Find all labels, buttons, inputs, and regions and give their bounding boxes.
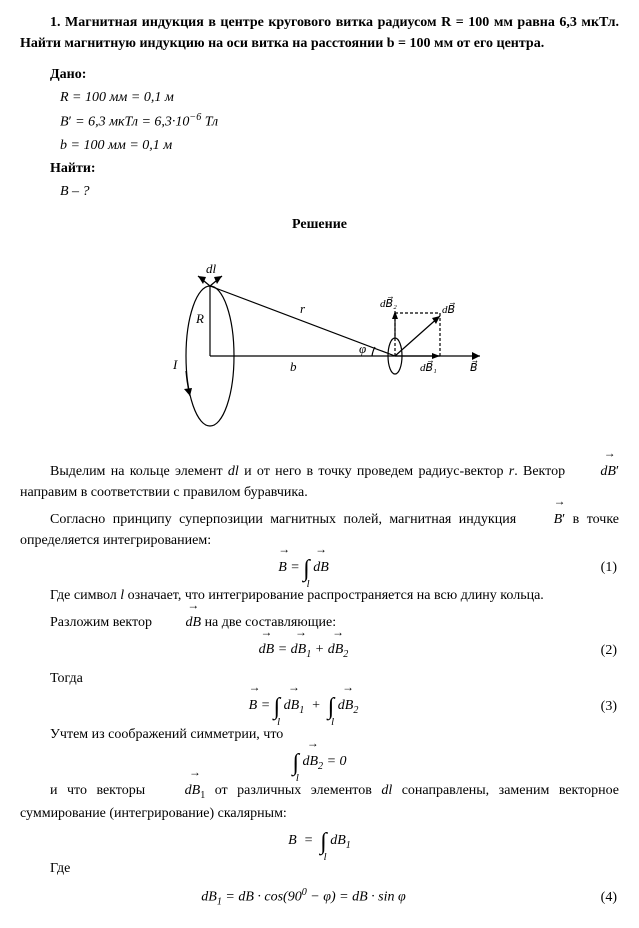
equation-3: B→ = ∫l dB1→ + ∫l dB2→ (3): [20, 695, 619, 718]
equation-4-num: (4): [587, 887, 619, 908]
paragraph-3: Где символ l означает, что интегрировани…: [20, 585, 619, 606]
symmetry-integral: ∫l dB2→ = 0: [20, 751, 619, 774]
equation-2-num: (2): [587, 640, 619, 661]
fig-label-dB1: dB⃗₁: [420, 360, 437, 374]
paragraph-1: Выделим на кольце элемент dl и от него в…: [20, 461, 619, 503]
equation-1-num: (1): [587, 557, 619, 578]
find-line: B – ?: [20, 181, 619, 202]
fig-label-phi: φ: [359, 341, 366, 356]
word-togda: Тогда: [20, 668, 619, 689]
fig-label-dB: dB⃗: [442, 302, 455, 316]
equation-3-num: (3): [587, 696, 619, 717]
equation-4: dB1 = dB · cos(900 − φ) = dB · sin φ (4): [20, 885, 619, 910]
given-line-2: B′ = 6,3 мкТл = 6,3·10−6 Тл: [20, 110, 619, 133]
fig-label-I: I: [172, 357, 178, 372]
problem-statement: 1. Магнитная индукция в центре кругового…: [20, 12, 619, 54]
equation-4-body: dB1 = dB · cos(900 − φ) = dB · sin φ: [20, 885, 587, 910]
paragraph-4: Разложим вектор dB→ на две составляющие:: [20, 612, 619, 633]
solution-title: Решение: [20, 214, 619, 235]
equation-2: dB→ = dB1→ + dB2→ (2): [20, 639, 619, 662]
equation-1: B→ = ∫l dB→ (1): [20, 557, 619, 579]
word-gde: Где: [20, 858, 619, 879]
problem-text: Магнитная индукция в центре кругового ви…: [20, 15, 619, 51]
problem-number: 1.: [50, 15, 61, 30]
diagram-svg: dl R I r φ b dB⃗₂ dB⃗ dB⃗₁ B⃗: [140, 251, 500, 441]
fig-label-b: b: [290, 359, 297, 374]
fig-label-Baxis: B⃗: [470, 360, 478, 374]
given-label: Дано:: [20, 64, 619, 85]
equation-1-body: B→ = ∫l dB→: [20, 557, 587, 579]
find-label: Найти:: [20, 158, 619, 179]
paragraph-6: Учтем из соображений симметрии, что: [20, 724, 619, 745]
equation-2-body: dB→ = dB1→ + dB2→: [20, 639, 587, 662]
scalar-integral: B = ∫l dB1: [20, 830, 619, 853]
paragraph-7: и что векторы dB1→ от различных элементо…: [20, 780, 619, 824]
fig-label-dB2: dB⃗₂: [380, 296, 397, 310]
figure-diagram: dl R I r φ b dB⃗₂ dB⃗ dB⃗₁ B⃗: [20, 251, 619, 441]
fig-label-R: R: [195, 311, 204, 326]
given-line-3: b = 100 мм = 0,1 м: [20, 135, 619, 156]
fig-label-r: r: [300, 301, 306, 316]
equation-3-body: B→ = ∫l dB1→ + ∫l dB2→: [20, 695, 587, 718]
given-line-1: R = 100 мм = 0,1 м: [20, 87, 619, 108]
fig-label-dl: dl: [206, 261, 217, 276]
